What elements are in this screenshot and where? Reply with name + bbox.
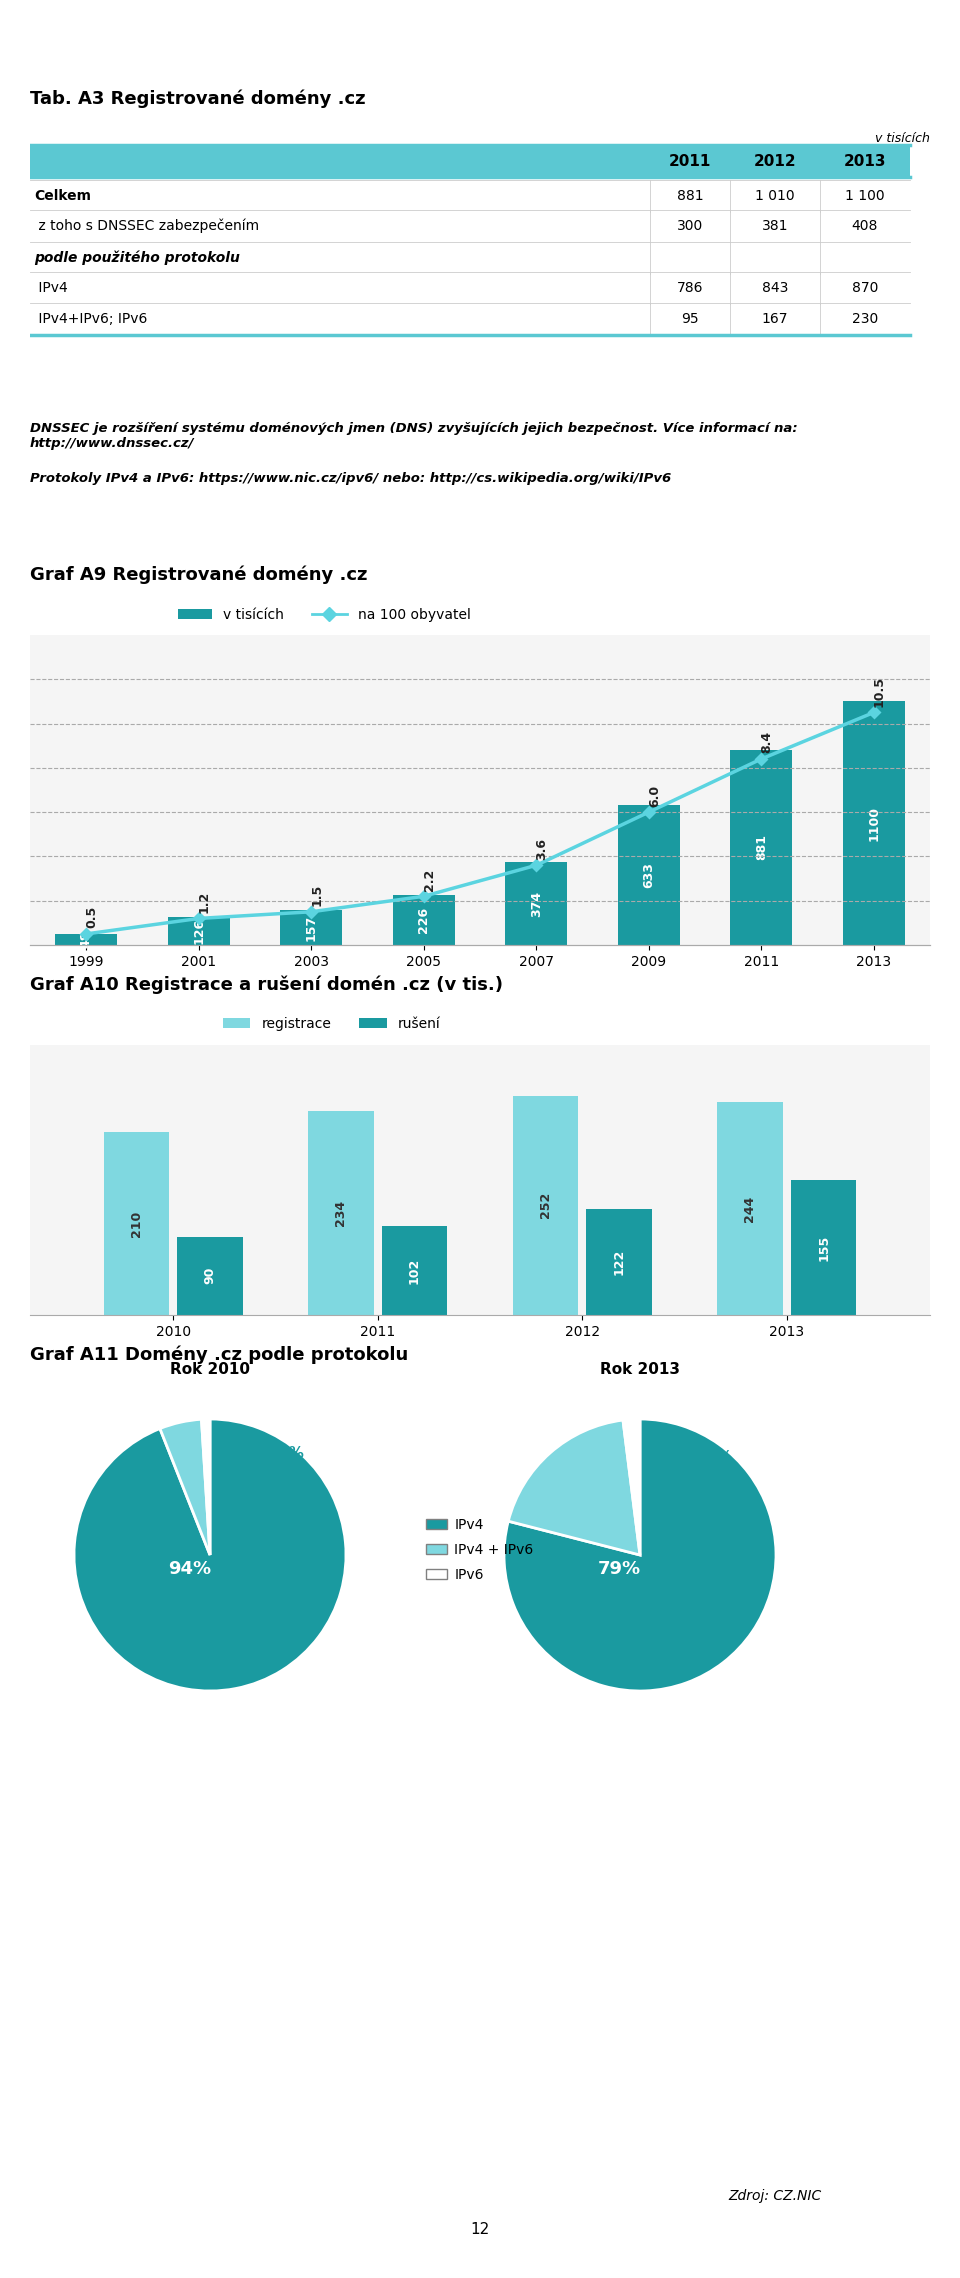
Text: 2011: 2011 bbox=[669, 153, 711, 169]
Text: 10.5: 10.5 bbox=[873, 677, 886, 706]
Wedge shape bbox=[74, 1419, 346, 1690]
Text: 155: 155 bbox=[817, 1235, 830, 1260]
Bar bbox=[731, 749, 792, 945]
Text: 786: 786 bbox=[677, 280, 704, 294]
Bar bbox=[308, 1112, 373, 1314]
Bar bbox=[843, 702, 904, 945]
Text: 1.5: 1.5 bbox=[310, 884, 324, 907]
Text: 6.0: 6.0 bbox=[648, 784, 660, 806]
Text: v tisících: v tisících bbox=[876, 132, 930, 146]
Text: 167: 167 bbox=[761, 312, 788, 326]
Legend: IPv4, IPv4 + IPv6, IPv6: IPv4, IPv4 + IPv6, IPv6 bbox=[426, 1517, 534, 1583]
Text: 90: 90 bbox=[204, 1267, 217, 1285]
Legend: v tisících, na 100 obyvatel: v tisících, na 100 obyvatel bbox=[172, 601, 476, 626]
Bar bbox=[505, 861, 567, 945]
Text: 1100: 1100 bbox=[867, 806, 880, 841]
Text: Protokoly IPv4 a IPv6: https://www.nic.cz/ipv6/ nebo: http://cs.wikipedia.org/wi: Protokoly IPv4 a IPv6: https://www.nic.c… bbox=[30, 472, 671, 485]
Text: 157: 157 bbox=[304, 913, 318, 941]
Text: 870: 870 bbox=[852, 280, 878, 294]
Bar bbox=[618, 804, 680, 945]
Text: 8.4: 8.4 bbox=[760, 731, 774, 754]
Wedge shape bbox=[504, 1419, 776, 1690]
Wedge shape bbox=[160, 1419, 210, 1556]
Text: Zdroj: CZ.NIC: Zdroj: CZ.NIC bbox=[729, 2189, 822, 2203]
Text: 633: 633 bbox=[642, 861, 656, 888]
Text: 300: 300 bbox=[677, 219, 703, 232]
Text: 230: 230 bbox=[852, 312, 878, 326]
Bar bbox=[168, 918, 229, 945]
Text: 381: 381 bbox=[761, 219, 788, 232]
Text: 122: 122 bbox=[612, 1248, 626, 1276]
Text: 94%: 94% bbox=[168, 1560, 211, 1579]
Text: Graf A10 Registrace a rušení domén .cz (v tis.): Graf A10 Registrace a rušení domén .cz (… bbox=[30, 975, 503, 993]
Wedge shape bbox=[508, 1419, 640, 1556]
Text: DNSSEC je rozšíření systému doménových jmen (DNS) zvyšujících jejich bezpečnost.: DNSSEC je rozšíření systému doménových j… bbox=[30, 421, 798, 451]
Bar bbox=[382, 1226, 447, 1314]
Bar bbox=[56, 934, 117, 945]
Text: 48: 48 bbox=[80, 932, 93, 948]
Text: podle použitého protokolu: podle použitého protokolu bbox=[34, 251, 240, 264]
Text: IPv4+IPv6; IPv6: IPv4+IPv6; IPv6 bbox=[34, 312, 148, 326]
Bar bbox=[393, 895, 455, 945]
Text: 1 010: 1 010 bbox=[756, 189, 795, 203]
Text: 1.2: 1.2 bbox=[198, 891, 211, 913]
Text: 19%: 19% bbox=[697, 1449, 733, 1465]
Bar bbox=[30, 146, 910, 178]
Text: 5%: 5% bbox=[278, 1447, 304, 1460]
Text: Tab. A3 Registrované domény .cz: Tab. A3 Registrované domény .cz bbox=[30, 91, 366, 109]
Text: IPv4: IPv4 bbox=[34, 280, 68, 294]
Text: 252: 252 bbox=[539, 1191, 552, 1219]
Text: 234: 234 bbox=[334, 1201, 348, 1226]
Bar bbox=[791, 1180, 856, 1314]
Text: 1 100: 1 100 bbox=[845, 189, 885, 203]
Text: A  Telekomunikační a internetová infrastruktura: A Telekomunikační a internetová infrastr… bbox=[24, 21, 739, 48]
Text: 408: 408 bbox=[852, 219, 878, 232]
Text: 843: 843 bbox=[762, 280, 788, 294]
Text: Graf A9 Registrované domény .cz: Graf A9 Registrované domény .cz bbox=[30, 565, 368, 583]
Title: Rok 2010: Rok 2010 bbox=[170, 1362, 250, 1376]
Text: 210: 210 bbox=[130, 1210, 143, 1237]
Text: 881: 881 bbox=[755, 834, 768, 861]
Wedge shape bbox=[623, 1419, 640, 1556]
Bar bbox=[280, 911, 342, 945]
Text: 12: 12 bbox=[470, 2221, 490, 2237]
Text: 3.6: 3.6 bbox=[536, 838, 548, 859]
Bar bbox=[104, 1132, 169, 1314]
Text: 2013: 2013 bbox=[844, 153, 886, 169]
Text: 374: 374 bbox=[530, 891, 542, 916]
Text: Celkem: Celkem bbox=[34, 189, 91, 203]
Text: 226: 226 bbox=[418, 907, 430, 934]
Bar bbox=[717, 1103, 782, 1314]
Text: 2012: 2012 bbox=[754, 153, 796, 169]
Text: 0.5: 0.5 bbox=[85, 907, 98, 929]
Text: 79%: 79% bbox=[598, 1560, 641, 1579]
Bar bbox=[178, 1237, 243, 1314]
Text: Graf A11 Domény .cz podle protokolu: Graf A11 Domény .cz podle protokolu bbox=[30, 1346, 408, 1365]
Wedge shape bbox=[202, 1419, 210, 1556]
Text: 95: 95 bbox=[682, 312, 699, 326]
Title: Rok 2013: Rok 2013 bbox=[600, 1362, 680, 1376]
Text: z toho s DNSSEC zabezpečením: z toho s DNSSEC zabezpečením bbox=[34, 219, 259, 232]
Bar bbox=[513, 1096, 578, 1314]
Bar bbox=[587, 1210, 652, 1314]
Text: 102: 102 bbox=[408, 1257, 421, 1285]
Text: 126: 126 bbox=[192, 918, 205, 943]
Text: 2.2: 2.2 bbox=[422, 868, 436, 891]
Text: 244: 244 bbox=[743, 1196, 756, 1221]
Text: 881: 881 bbox=[677, 189, 704, 203]
Legend: registrace, rušení: registrace, rušení bbox=[217, 1011, 446, 1036]
